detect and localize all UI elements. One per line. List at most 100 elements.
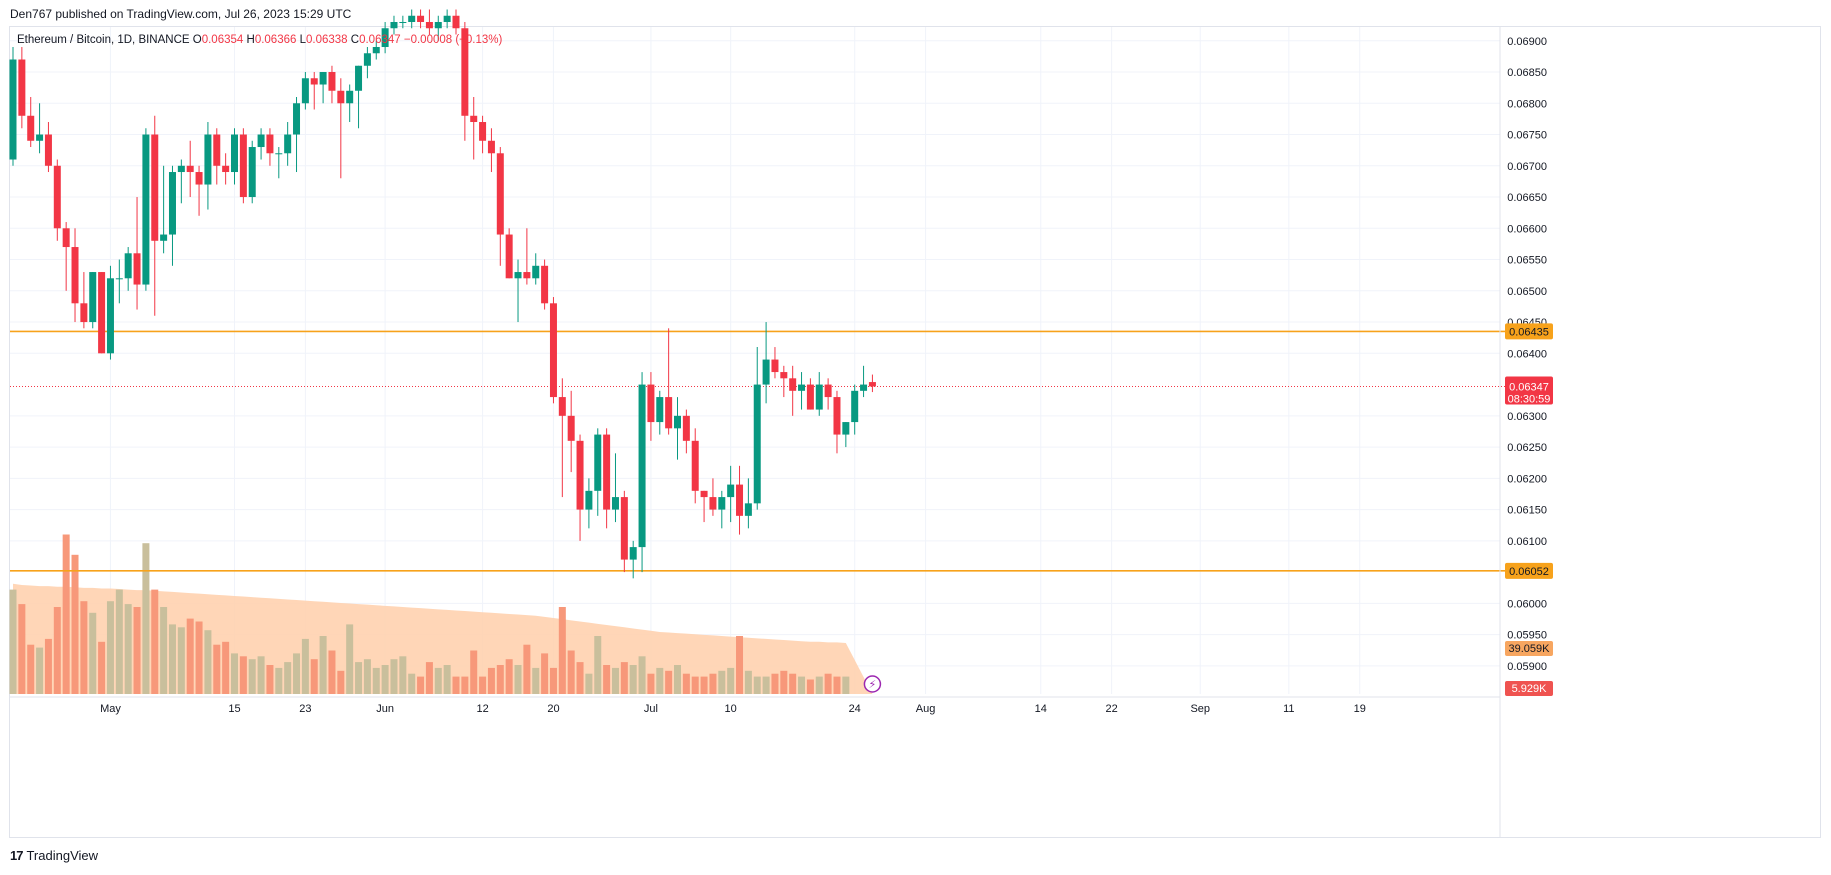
- current-price-tag: [1505, 376, 1553, 405]
- chart-frame: [9, 26, 1821, 838]
- volume-bar: [151, 589, 159, 694]
- price-tick-label: 0.06900: [1507, 36, 1547, 48]
- volume-bar: [470, 650, 478, 694]
- candle-body: [851, 390, 859, 423]
- price-tick-label: 0.06600: [1507, 223, 1547, 235]
- candle-body: [656, 397, 664, 423]
- candle-body: [700, 490, 708, 498]
- volume-bar: [718, 670, 726, 694]
- volume-bar: [665, 670, 673, 694]
- level-price-tag: [1505, 562, 1553, 579]
- volume-bar: [806, 679, 814, 694]
- candle-body: [452, 15, 460, 29]
- volume-bar: [390, 659, 398, 694]
- volume-bar: [71, 554, 79, 694]
- time-tick-label: Sep: [1190, 703, 1210, 715]
- candle-body: [266, 134, 274, 154]
- candle-body: [18, 59, 26, 116]
- volume-bar: [62, 534, 70, 694]
- candle-body: [496, 153, 504, 235]
- ohlc-legend: Ethereum / Bitcoin, 1D, BINANCE O0.06354…: [17, 34, 502, 46]
- volume-bar: [505, 659, 513, 694]
- candle-body: [771, 359, 779, 373]
- volume-bar: [603, 665, 611, 694]
- price-tick-label: 0.06300: [1507, 411, 1547, 423]
- candle-body: [408, 15, 416, 22]
- candle-body: [124, 253, 132, 279]
- volume-bar: [824, 673, 832, 694]
- candle-body: [541, 265, 549, 304]
- candle-body: [665, 397, 673, 429]
- lightning-icon: [863, 675, 882, 693]
- candle-body: [160, 234, 168, 241]
- volume-bar: [124, 604, 132, 694]
- candle-body: [798, 384, 806, 391]
- volume-bar: [842, 676, 850, 694]
- volume-bar: [213, 644, 221, 694]
- volume-bar: [27, 644, 35, 694]
- volume-bar: [301, 638, 309, 694]
- candle-body: [549, 303, 557, 398]
- volume-bar: [89, 612, 97, 694]
- volume-bar: [611, 667, 619, 694]
- open-label: O: [192, 34, 202, 46]
- candle-body: [674, 415, 681, 429]
- candle-body: [363, 53, 371, 66]
- candle-body: [36, 134, 44, 141]
- countdown-label: 08:30:59: [1508, 393, 1551, 405]
- published-header: Den767 published on TradingView.com, Jul…: [10, 7, 351, 21]
- volume-bar: [363, 659, 371, 694]
- volume-bar: [293, 653, 301, 694]
- candle-body: [231, 134, 238, 173]
- volume-bar: [815, 676, 823, 694]
- volume-bar: [709, 673, 717, 694]
- volume-bar: [328, 650, 336, 694]
- price-tick-label: 0.06700: [1507, 161, 1547, 173]
- time-tick-label: 23: [299, 703, 311, 715]
- candle-body: [780, 372, 788, 379]
- volume-bar: [567, 650, 575, 694]
- candle-body: [585, 490, 593, 510]
- volume-bar: [98, 641, 106, 694]
- candle-body: [310, 78, 318, 85]
- volume-bar: [222, 641, 230, 694]
- price-tick-label: 0.06200: [1507, 473, 1547, 485]
- candle-body: [168, 172, 176, 235]
- price-tick-label: 0.06250: [1507, 442, 1547, 454]
- volume-bar: [399, 656, 407, 694]
- brand-label[interactable]: TradingView: [26, 848, 99, 863]
- time-tick-label: 15: [228, 703, 240, 715]
- candle-body: [319, 72, 327, 85]
- candle-body: [833, 397, 841, 435]
- candle-body: [682, 415, 690, 441]
- candle-body: [824, 384, 832, 398]
- time-tick-label: 24: [849, 703, 861, 715]
- published-text: Den767 published on TradingView.com, Jul…: [10, 7, 352, 21]
- volume-bar: [461, 676, 469, 694]
- volume-bar: [346, 624, 354, 694]
- candle-body: [558, 397, 566, 416]
- volume-bar: [496, 665, 504, 694]
- candle-body: [647, 384, 655, 423]
- price-tick-label: 0.06500: [1507, 286, 1547, 298]
- volume-bar: [53, 607, 61, 694]
- lightning-glyph: ⚡: [869, 679, 877, 691]
- level-price-tag-label: 0.06052: [1509, 566, 1549, 578]
- candle-body: [611, 497, 619, 510]
- candle-body: [523, 272, 531, 279]
- volume-bar: [558, 607, 566, 694]
- volume-bar: [744, 670, 752, 694]
- volume-bar: [80, 601, 88, 694]
- candle-body: [62, 228, 70, 248]
- candle-body: [736, 484, 744, 516]
- volume-last-tag-label: 5.929K: [1512, 683, 1548, 695]
- candle-body: [425, 21, 433, 29]
- price-tick-label: 0.05950: [1507, 630, 1547, 642]
- candle-body: [239, 134, 247, 198]
- open-value: 0.06354: [201, 34, 244, 46]
- volume-bar: [576, 662, 584, 694]
- candle-body: [222, 165, 230, 173]
- candle-body: [275, 153, 283, 155]
- volume-bar: [691, 676, 699, 694]
